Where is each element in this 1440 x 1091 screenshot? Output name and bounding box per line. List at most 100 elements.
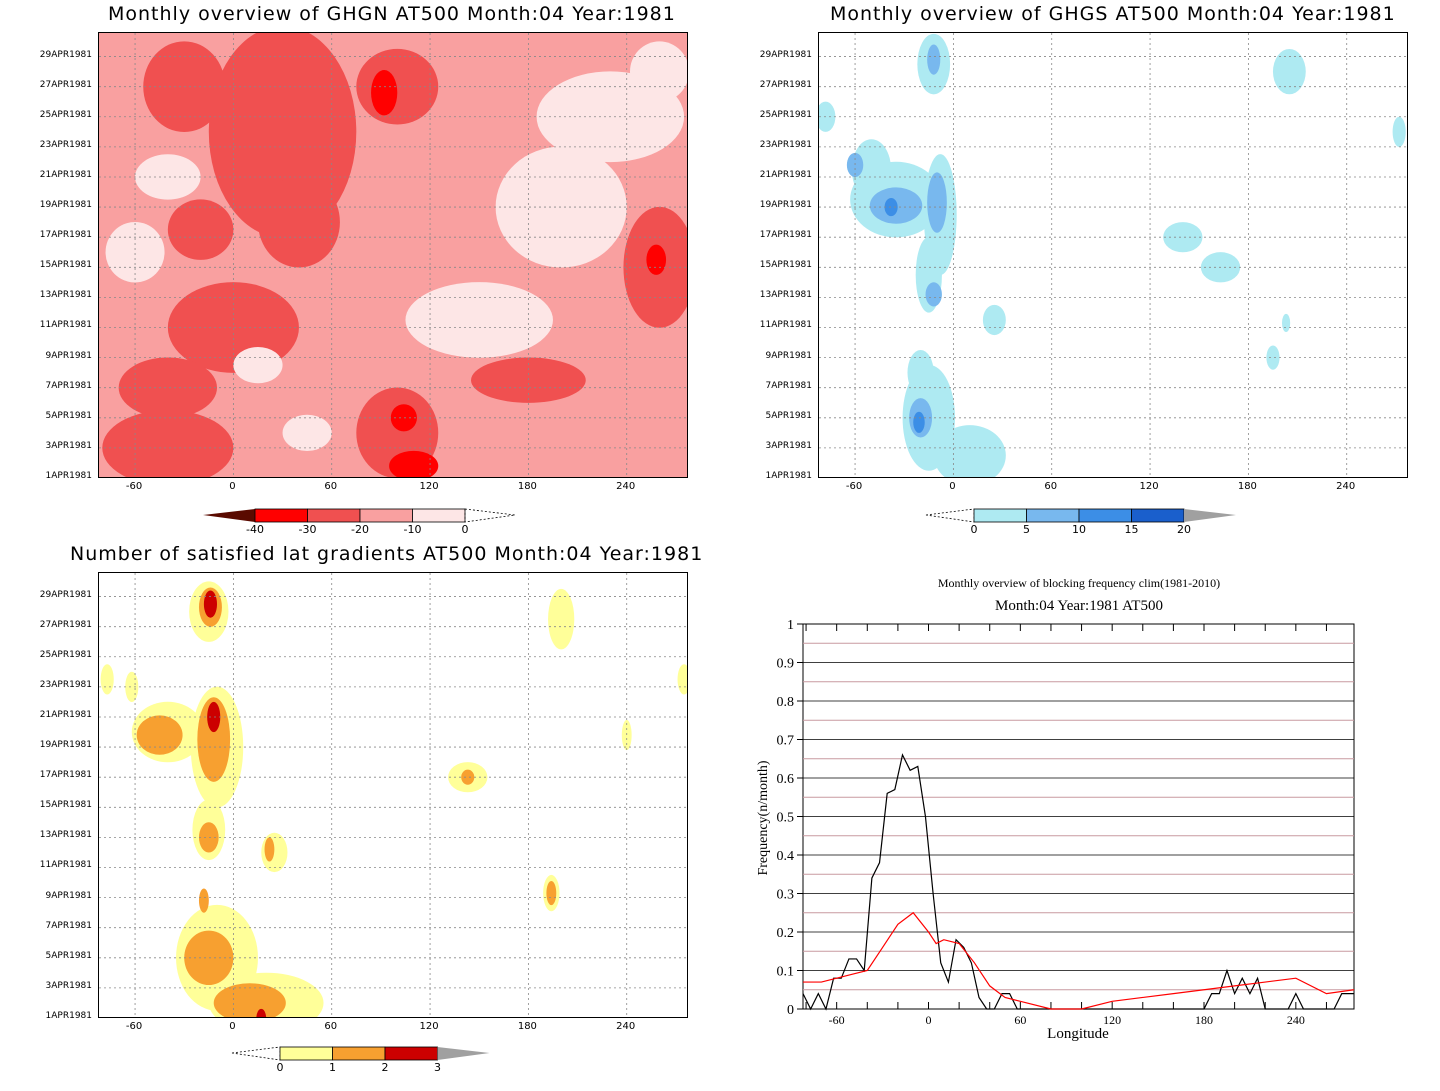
field-contour bbox=[118, 357, 217, 418]
y-tick-label: 3APR1981 bbox=[45, 980, 92, 991]
colorbar-label: 20 bbox=[1177, 523, 1191, 536]
ghgs-title: Monthly overview of GHGS AT500 Month:04 … bbox=[830, 3, 1396, 25]
field-contour bbox=[125, 671, 139, 702]
y-tick-label: 27APR1981 bbox=[39, 79, 92, 90]
field-contour bbox=[256, 1008, 267, 1017]
latgrad-field-svg bbox=[99, 573, 687, 1017]
x-tick-label: 180 bbox=[517, 1021, 537, 1032]
y-tick-label: 13APR1981 bbox=[39, 830, 92, 841]
y-tick-label: 15APR1981 bbox=[39, 260, 92, 271]
x-tick-label: 0 bbox=[949, 481, 956, 492]
field-contour bbox=[548, 588, 575, 650]
y-tick-label: 25APR1981 bbox=[759, 109, 812, 120]
colorbar-label: 1 bbox=[329, 1061, 336, 1074]
field-contour bbox=[389, 450, 439, 477]
ghgn-panel: Monthly overview of GHGN AT500 Month:04 … bbox=[0, 0, 720, 545]
field-contour bbox=[371, 70, 398, 116]
latgrad-plot-area bbox=[98, 572, 688, 1018]
field-contour bbox=[257, 176, 340, 268]
colorbar-box bbox=[332, 1046, 386, 1061]
x-tick-label: -60 bbox=[125, 1021, 143, 1032]
blocking-freq-subtitle: Month:04 Year:1981 AT500 bbox=[995, 598, 1163, 614]
field-contour bbox=[390, 404, 417, 432]
colorbar-box bbox=[1026, 508, 1080, 523]
y-tick-label: 0 bbox=[787, 1003, 794, 1018]
x-tick-label: 60 bbox=[1014, 1013, 1026, 1027]
field-contour bbox=[630, 41, 687, 102]
x-tick-label: 60 bbox=[324, 481, 338, 492]
x-tick-label: 120 bbox=[1103, 1013, 1121, 1027]
x-tick-label: 180 bbox=[1237, 481, 1257, 492]
field-contour bbox=[233, 346, 283, 384]
field-contour bbox=[198, 888, 209, 913]
y-tick-label: 0.5 bbox=[777, 811, 795, 826]
x-tick-label: 0 bbox=[229, 481, 236, 492]
series-line-red bbox=[803, 911, 1355, 1010]
field-contour bbox=[546, 880, 557, 906]
x-tick-label: 180 bbox=[517, 481, 537, 492]
field-contour bbox=[213, 983, 286, 1017]
y-tick-label: 3APR1981 bbox=[45, 440, 92, 451]
ghgn-plot-area bbox=[98, 32, 688, 478]
colorbar-overflow bbox=[464, 508, 516, 523]
colorbar-label: 0 bbox=[276, 1061, 284, 1074]
y-tick-label: 13APR1981 bbox=[759, 290, 812, 301]
y-tick-label: 0.7 bbox=[777, 734, 795, 749]
y-tick-label: 11APR1981 bbox=[759, 320, 812, 331]
field-contour bbox=[907, 349, 934, 396]
x-tick-label: -60 bbox=[845, 481, 863, 492]
colorbar-underflow bbox=[925, 508, 975, 523]
field-contour bbox=[203, 590, 217, 618]
colorbar-label: -30 bbox=[298, 523, 317, 536]
field-contour bbox=[1392, 116, 1406, 147]
y-tick-label: 5APR1981 bbox=[45, 410, 92, 421]
y-tick-label: 15APR1981 bbox=[39, 800, 92, 811]
y-tick-label: 0.8 bbox=[777, 695, 795, 710]
ghgn-field-svg bbox=[99, 33, 687, 477]
latgrad-panel: Number of satisfied lat gradients AT500 … bbox=[0, 540, 720, 1091]
field-contour bbox=[167, 199, 234, 260]
y-tick-label: 25APR1981 bbox=[39, 649, 92, 660]
colorbar-label: 5 bbox=[1023, 523, 1030, 536]
field-contour bbox=[1266, 345, 1280, 370]
y-tick-label: 0.9 bbox=[777, 657, 795, 672]
y-tick-label: 3APR1981 bbox=[765, 440, 812, 451]
colorbar-box bbox=[359, 508, 413, 523]
y-tick-label: 9APR1981 bbox=[45, 890, 92, 901]
colorbar-label: -10 bbox=[403, 523, 422, 536]
field-contour bbox=[198, 822, 219, 853]
colorbar-label: -20 bbox=[351, 523, 369, 536]
y-tick-label: 29APR1981 bbox=[759, 49, 812, 60]
y-tick-label: 1APR1981 bbox=[45, 1011, 92, 1021]
y-tick-label: 7APR1981 bbox=[45, 380, 92, 391]
colorbar-box bbox=[1131, 508, 1185, 523]
field-contour bbox=[925, 282, 942, 307]
colorbar-box bbox=[973, 508, 1027, 523]
y-tick-label: 23APR1981 bbox=[39, 679, 92, 690]
y-tick-label: 9APR1981 bbox=[765, 350, 812, 361]
x-tick-label: 120 bbox=[419, 1021, 439, 1032]
colorbar-overflow bbox=[437, 1047, 490, 1060]
series-line-black bbox=[802, 753, 1354, 1011]
field-contour bbox=[1272, 48, 1306, 95]
colorbar-label: 0 bbox=[461, 523, 469, 536]
field-contour bbox=[982, 304, 1006, 336]
colorbar-box bbox=[384, 1046, 438, 1061]
field-contour bbox=[884, 198, 898, 217]
y-tick-label: 0.4 bbox=[777, 849, 795, 864]
field-contour bbox=[136, 715, 183, 755]
y-tick-label: 1APR1981 bbox=[765, 471, 812, 481]
y-tick-label: 15APR1981 bbox=[759, 260, 812, 271]
y-tick-label: 17APR1981 bbox=[759, 230, 812, 241]
field-contour bbox=[405, 282, 553, 358]
y-tick-label: 5APR1981 bbox=[45, 950, 92, 961]
colorbar-label: 10 bbox=[1072, 523, 1086, 536]
x-tick-label: 60 bbox=[1044, 481, 1058, 492]
ghgs-panel: Monthly overview of GHGS AT500 Month:04 … bbox=[720, 0, 1440, 545]
y-tick-label: 21APR1981 bbox=[39, 169, 92, 180]
ghgs-plot-area bbox=[818, 32, 1408, 478]
ghgs-field-svg bbox=[819, 33, 1407, 477]
y-tick-label: 17APR1981 bbox=[39, 230, 92, 241]
blocking-freq-title: Monthly overview of blocking frequency c… bbox=[937, 576, 1221, 590]
x-tick-label: 240 bbox=[616, 1021, 636, 1032]
